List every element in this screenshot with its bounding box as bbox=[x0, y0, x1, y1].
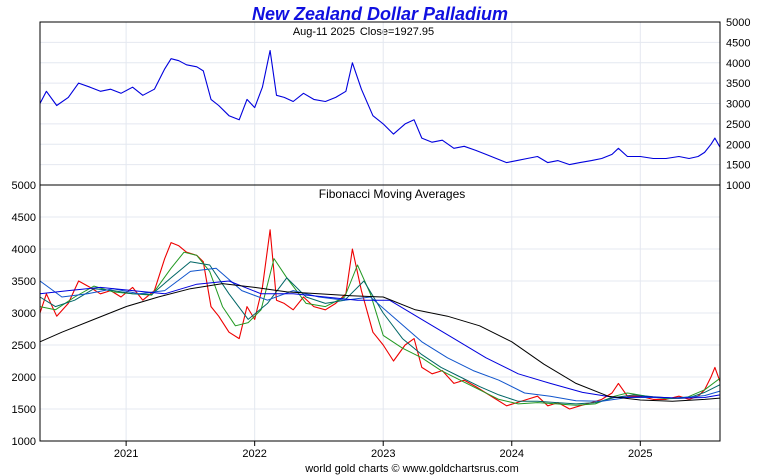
bottom-panel-frame bbox=[39, 184, 721, 442]
bottom-panel-y-ticks: 5000 4500 4000 3500 3000 2500 2000 1500 1000 bbox=[12, 180, 36, 448]
top-panel-y-ticks: 5000 4500 4000 3500 3000 2500 2000 1500 1000 bbox=[726, 17, 750, 192]
x-axis-tick-label: 2023 bbox=[371, 448, 395, 460]
bottom-panel-series-line-0 bbox=[39, 229, 721, 410]
bottom-panel-y-tick-label: 2000 bbox=[12, 372, 36, 384]
top-panel-y-tick-label: 3000 bbox=[726, 99, 750, 111]
chart-subtitle-date: Aug-11 2025 bbox=[293, 26, 355, 38]
chart-subtitle-close: Close=1927.95 bbox=[360, 26, 434, 38]
top-panel-y-tick-label: 1500 bbox=[726, 160, 750, 172]
top-panel-y-tick-label: 2000 bbox=[726, 139, 750, 151]
top-panel-y-tick-label: 3500 bbox=[726, 78, 750, 90]
top-panel-y-tick-label: 4000 bbox=[726, 58, 750, 70]
top-panel-series-line-0 bbox=[39, 49, 721, 166]
bottom-panel-title: Fibonacci Moving Averages bbox=[319, 187, 466, 201]
bottom-panel-y-tick-label: 1000 bbox=[12, 436, 36, 448]
bottom-panel-y-tick-label: 2500 bbox=[12, 340, 36, 352]
bottom-panel-y-tick-label: 3000 bbox=[12, 308, 36, 320]
x-axis-tick-label: 2022 bbox=[242, 448, 266, 460]
x-axis-ticks: 2021 2022 2023 2024 2025 bbox=[114, 441, 653, 460]
bottom-panel-y-tick-label: 5000 bbox=[12, 180, 36, 192]
top-panel-grid bbox=[40, 22, 720, 185]
bottom-panel-y-tick-label: 4000 bbox=[12, 244, 36, 256]
x-axis-tick-label: 2021 bbox=[114, 448, 138, 460]
top-panel-y-tick-label: 4500 bbox=[726, 37, 750, 49]
x-axis-tick-label: 2024 bbox=[500, 448, 524, 460]
top-panel-y-tick-label: 1000 bbox=[726, 180, 750, 192]
chart-title: New Zealand Dollar Palladium bbox=[252, 4, 508, 24]
bottom-panel-y-tick-label: 3500 bbox=[12, 276, 36, 288]
bottom-panel-y-tick-label: 4500 bbox=[12, 212, 36, 224]
top-panel-y-tick-label: 5000 bbox=[726, 17, 750, 29]
x-axis-tick-label: 2025 bbox=[628, 448, 652, 460]
bottom-panel-y-tick-label: 1500 bbox=[12, 404, 36, 416]
bottom-panel-grid bbox=[40, 185, 720, 441]
bottom-panel-series-line-4 bbox=[39, 280, 721, 399]
bottom-panel-series bbox=[39, 229, 721, 410]
bottom-panel-series-line-5 bbox=[39, 283, 721, 402]
chart-footer: world gold charts © www.goldchartsrus.co… bbox=[304, 463, 519, 475]
top-panel-y-tick-label: 2500 bbox=[726, 119, 750, 131]
top-panel-series bbox=[39, 49, 721, 166]
